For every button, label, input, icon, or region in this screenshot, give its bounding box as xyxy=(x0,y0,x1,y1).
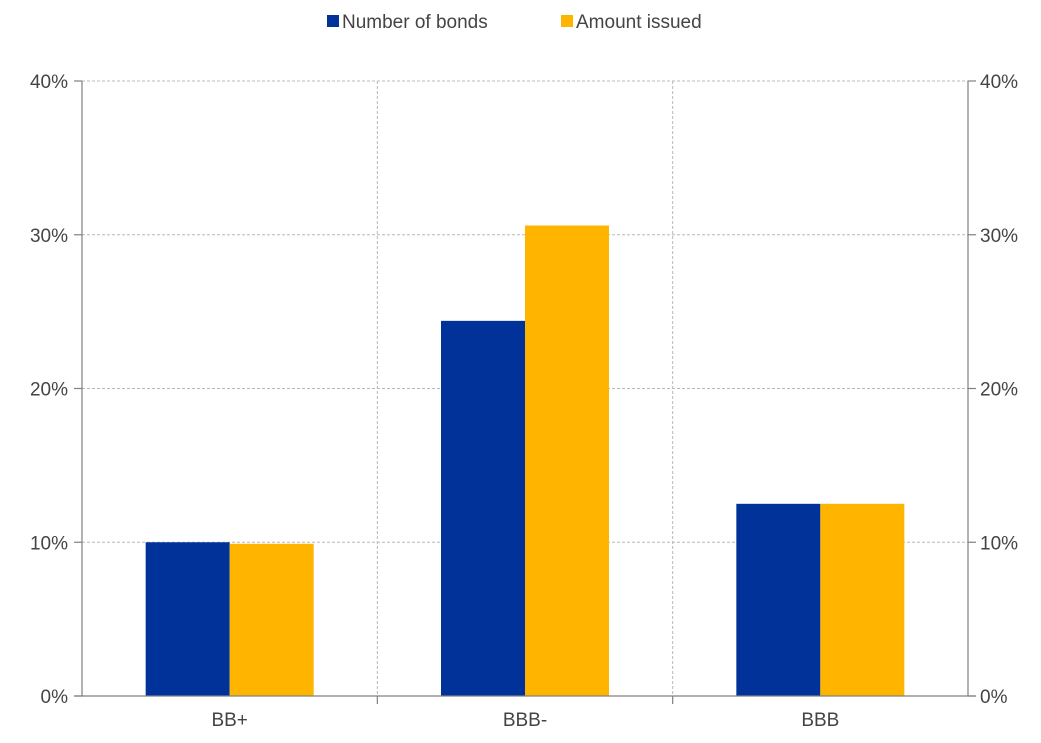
x-category-label: BBB xyxy=(801,710,839,731)
y-tick-label-left: 40% xyxy=(30,72,68,93)
legend: Number of bonds Amount issued xyxy=(327,12,702,33)
legend-label-amount-issued: Amount issued xyxy=(576,12,702,33)
y-tick-label-right: 10% xyxy=(980,533,1018,554)
bar-number-of-bonds-bbb-minus xyxy=(441,321,525,696)
legend-swatch-amount-issued xyxy=(561,15,573,27)
legend-swatch-number-of-bonds xyxy=(327,15,339,27)
legend-label-number-of-bonds: Number of bonds xyxy=(342,12,488,33)
y-tick-label-right: 40% xyxy=(980,72,1018,93)
bars xyxy=(146,226,905,696)
y-tick-label-left: 10% xyxy=(30,533,68,554)
y-tick-label-left: 20% xyxy=(30,380,68,401)
y-tick-label-right: 20% xyxy=(980,380,1018,401)
x-category-label: BBB- xyxy=(503,710,547,731)
y-tick-label-right: 0% xyxy=(980,687,1008,708)
y-tick-label-left: 30% xyxy=(30,226,68,247)
bar-amount-issued-bb-plus xyxy=(230,544,314,696)
y-tick-label-left: 0% xyxy=(41,687,69,708)
bar-amount-issued-bbb-minus xyxy=(525,226,609,696)
y-axis-right-ticks: 0% 10% 20% 30% 40% xyxy=(968,72,1018,708)
y-axis-left-ticks: 0% 10% 20% 30% 40% xyxy=(30,72,82,708)
y-tick-label-right: 30% xyxy=(980,226,1018,247)
x-axis-ticks: BB+ BBB- BBB xyxy=(211,710,839,731)
bar-number-of-bonds-bbb xyxy=(736,504,820,696)
bar-number-of-bonds-bb-plus xyxy=(146,542,230,696)
bar-amount-issued-bbb xyxy=(820,504,904,696)
x-category-label: BB+ xyxy=(211,710,247,731)
